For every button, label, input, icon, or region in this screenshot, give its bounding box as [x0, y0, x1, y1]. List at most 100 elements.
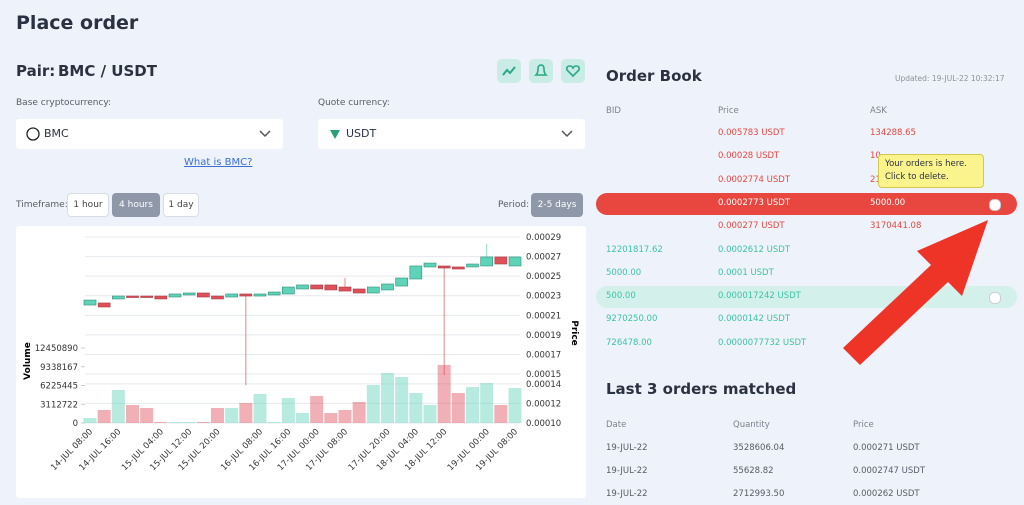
volume-tick-label: 6225445: [40, 382, 78, 392]
candle-body: [395, 277, 408, 287]
delete-button[interactable]: [989, 198, 1001, 211]
matched-cell: 3528606.04: [733, 443, 785, 453]
candle-body: [282, 286, 295, 295]
my-order-row[interactable]: [596, 192, 1017, 215]
volume-axis-label: Volume: [23, 342, 33, 380]
candle-body: [211, 295, 224, 300]
order-book-cell: 0.0002612 USDT: [718, 244, 791, 255]
candle-body: [338, 286, 352, 292]
matched-header: Quantity: [733, 420, 770, 430]
bell-icon[interactable]: [529, 59, 553, 83]
volume-bar: [395, 377, 409, 423]
matched-cell: 19-JUL-22: [606, 443, 648, 453]
y-tick-label: 0.00023: [526, 292, 561, 302]
timeframe-button[interactable]: 1 hour: [67, 193, 109, 217]
candle-body: [437, 265, 451, 269]
my-order-row[interactable]: [596, 286, 1017, 309]
page-title: Place order: [16, 12, 139, 34]
order-book-cell: 134288.65: [870, 128, 916, 138]
order-book-cell: 500.00: [606, 291, 636, 302]
volume-bar: [83, 418, 97, 423]
candle-body: [494, 256, 508, 265]
matched-header: Date: [606, 420, 627, 430]
volume-bar: [97, 410, 111, 423]
chart: Volume Price 0.00029 0.00027 0.00025 0.0002…: [16, 226, 586, 498]
volume-bar: [281, 398, 295, 423]
order-book-cell: 0.005783 USDT: [718, 128, 785, 138]
candle-body: [381, 283, 394, 291]
order-book-header: Price: [718, 106, 739, 116]
pair-value: BMC / USDT: [58, 62, 157, 80]
delete-button[interactable]: [989, 292, 1001, 305]
updated-time: Updated: 19-JUL-22 10:32:17: [895, 74, 1005, 83]
volume-bar: [310, 396, 324, 423]
tooltip-line: Click to delete.: [885, 172, 949, 182]
matched-cell: 0.000262 USDT: [853, 489, 920, 499]
y-tick-label: 0.00014: [526, 380, 561, 390]
order-book-cell: 0.0002774 USDT: [718, 174, 791, 185]
timeframe-button[interactable]: 4 hours: [112, 193, 160, 217]
volume-bar: [154, 422, 168, 423]
candle-body: [310, 284, 323, 290]
quote-label: Quote currency:: [318, 98, 390, 108]
volume-bar: [182, 422, 196, 423]
matched-cell: 19-JUL-22: [606, 466, 648, 476]
y-tick-label: 0.00010: [526, 419, 561, 429]
matched-title: Last 3 orders matched: [606, 380, 797, 398]
candle-body: [480, 256, 493, 267]
volume-bar: [225, 408, 239, 423]
candle-body: [225, 293, 238, 298]
y-tick-label: 0.00012: [526, 399, 561, 409]
candle-body: [296, 284, 309, 290]
candle-body: [168, 293, 182, 298]
y-tick-label: 0.00029: [526, 233, 561, 243]
candle-body: [154, 295, 168, 300]
volume-bar: [239, 403, 253, 423]
period-label: Period:: [498, 200, 530, 210]
order-book-cell: 726478.00: [606, 337, 652, 348]
candle-body: [140, 295, 153, 298]
pair-label: Pair:: [16, 62, 56, 80]
y-tick-label: 0.00019: [526, 331, 561, 341]
candle-body: [197, 292, 210, 298]
candle-body: [253, 293, 267, 297]
timeframe-button[interactable]: 1 day: [163, 193, 199, 217]
period-button[interactable]: 2-5 days: [531, 193, 583, 217]
candle-body: [367, 286, 380, 294]
base-label: Base cryptocurrency:: [16, 98, 112, 108]
volume-tick-label: 0: [73, 419, 78, 429]
volume-bar: [508, 388, 522, 423]
order-book-cell: 0.000017242 USDT: [718, 291, 801, 302]
y-tick-label: 0.00027: [526, 253, 561, 263]
volume-tick-label: 9338167: [40, 363, 78, 373]
y-tick-label: 0.00025: [526, 272, 561, 282]
volume-bar: [267, 422, 281, 423]
quote-select[interactable]: USDT: [318, 119, 585, 149]
candle-body: [452, 266, 465, 270]
volume-bar: [253, 394, 267, 423]
volume-bar: [338, 410, 352, 423]
chart-icon[interactable]: [497, 59, 521, 83]
tooltip-line: Your orders is here.: [885, 159, 967, 169]
candle-body: [126, 295, 139, 298]
candle-body: [182, 292, 196, 296]
base-select[interactable]: BMC: [16, 119, 283, 149]
volume-bar: [111, 390, 125, 423]
volume-bar: [466, 387, 479, 423]
order-book-cell: 21: [870, 174, 881, 185]
volume-bar: [423, 405, 437, 423]
matched-cell: 19-JUL-22: [606, 489, 648, 499]
info-link[interactable]: What is BMC?: [184, 157, 253, 168]
order-book-cell: 0.0002773 USDT: [718, 197, 791, 208]
volume-bar: [126, 405, 139, 423]
order-book-cell: 5000.00: [870, 197, 906, 208]
candle-body: [112, 295, 125, 300]
candle-body: [352, 288, 366, 294]
order-book-cell: 0.0000077732 USDT: [718, 337, 807, 348]
order-book-header: ASK: [870, 106, 887, 116]
quote-value: USDT: [346, 127, 377, 140]
heart-icon[interactable]: [561, 59, 585, 83]
order-book-cell: 0.0000142 USDT: [718, 314, 791, 325]
candle-body: [83, 299, 97, 306]
